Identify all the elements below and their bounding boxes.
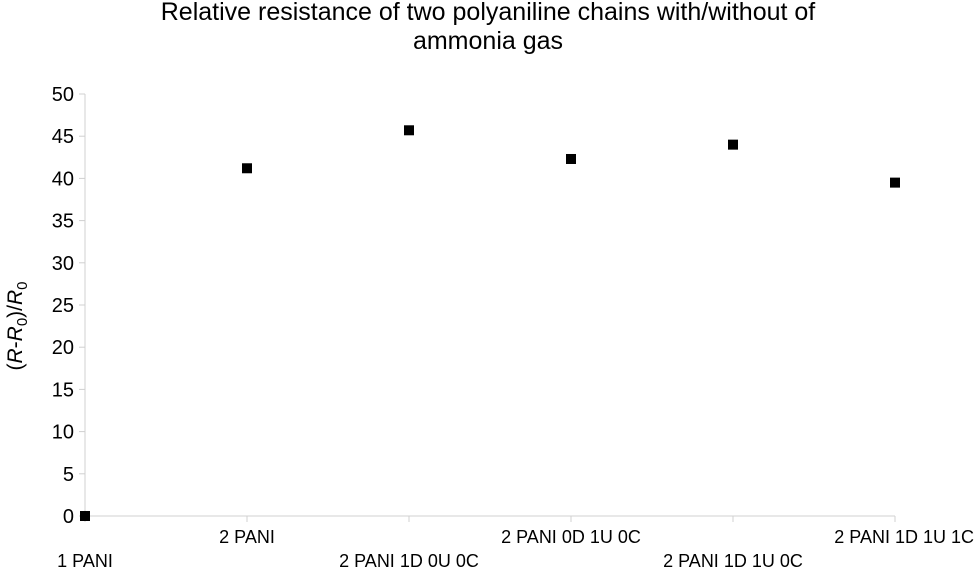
x-tick-label: 1 PANI: [57, 551, 113, 568]
y-tick-label: 40: [52, 168, 74, 190]
data-point: [404, 125, 414, 136]
chart-title: Relative resistance of two polyaniline c…: [160, 0, 816, 55]
y-tick-label: 35: [52, 211, 74, 233]
x-tick-label: 2 PANI: [219, 527, 275, 547]
data-points: [80, 125, 900, 521]
y-tick-label: 20: [52, 337, 74, 359]
axes: [84, 94, 895, 517]
data-point: [80, 511, 90, 521]
x-tick-label: 2 PANI 0D 1U 0C: [501, 527, 641, 547]
y-tick-label: 10: [52, 422, 74, 444]
data-point: [890, 177, 900, 188]
y-tick-label: 30: [52, 253, 74, 275]
x-tick-label: 2 PANI 1D 1U 0C: [663, 551, 803, 568]
y-tick-label: 15: [52, 379, 74, 401]
y-tick-label: 5: [63, 464, 74, 486]
y-axis-title: (R-R0)/R0: [4, 281, 31, 370]
data-point: [566, 153, 576, 164]
x-tick-label: 2 PANI 1D 1U 1C: [834, 527, 974, 547]
data-point: [242, 163, 252, 174]
y-tick-label: 25: [52, 295, 74, 317]
y-tick-label: 45: [52, 126, 74, 148]
x-ticks: 1 PANI 2 PANI 2 PANI 1D 0U 0C 2 PANI 0D 1U …: [57, 516, 974, 568]
data-point: [728, 139, 738, 150]
x-tick-label: 2 PANI 1D 0U 0C: [339, 551, 479, 568]
y-tick-label: 0: [63, 506, 74, 528]
y-tick-label: 50: [52, 84, 74, 106]
y-ticks: 0 5 10 15 20 25 30 35 40 45 50: [52, 84, 85, 528]
